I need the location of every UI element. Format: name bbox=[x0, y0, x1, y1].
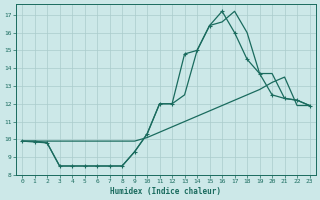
X-axis label: Humidex (Indice chaleur): Humidex (Indice chaleur) bbox=[110, 187, 221, 196]
